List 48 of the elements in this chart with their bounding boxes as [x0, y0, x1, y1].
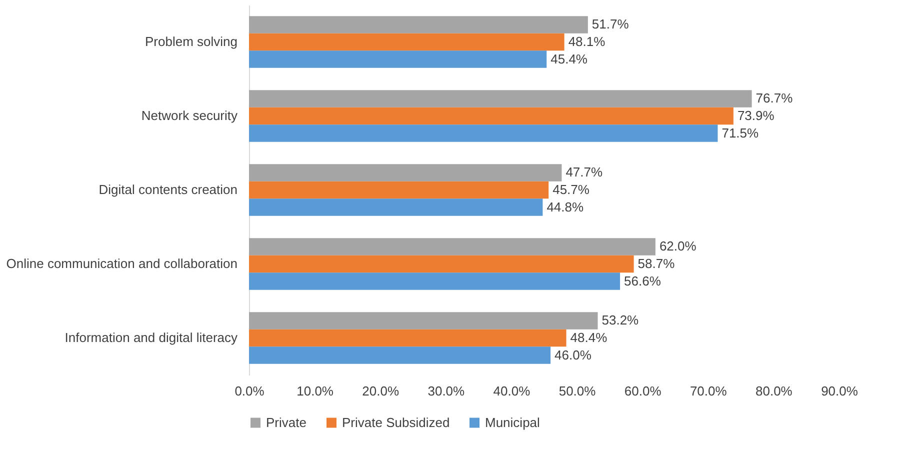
bar — [249, 238, 656, 256]
data-label: 62.0% — [659, 238, 697, 254]
x-tick-label: 10.0% — [296, 384, 334, 398]
x-tick-label: 70.0% — [690, 384, 728, 398]
bar — [249, 312, 598, 330]
data-label: 76.7% — [756, 90, 794, 106]
bar — [249, 50, 547, 68]
y-tick-label: Network security — [141, 108, 238, 123]
data-label: 71.5% — [722, 125, 760, 140]
x-tick-label: 50.0% — [558, 384, 596, 398]
bar — [249, 124, 718, 142]
bar — [249, 329, 566, 347]
data-label: 45.4% — [550, 51, 588, 66]
x-tick-label: 30.0% — [428, 384, 466, 398]
x-tick-label: 20.0% — [362, 384, 400, 398]
y-tick-label: Online communication and collaboration — [6, 256, 238, 271]
data-label: 48.4% — [570, 330, 608, 345]
x-tick-label: 40.0% — [493, 384, 531, 398]
data-label: 53.2% — [602, 312, 640, 328]
bar — [249, 107, 734, 125]
bar — [249, 33, 564, 51]
data-label: 51.7% — [592, 16, 630, 32]
x-tick-label: 0.0% — [234, 384, 265, 398]
bar — [249, 272, 620, 290]
data-label: 48.1% — [568, 34, 606, 49]
data-label: 47.7% — [566, 164, 603, 180]
legend-label: Private Subsidized — [342, 414, 450, 430]
bar — [249, 181, 549, 199]
bar — [249, 255, 634, 273]
y-tick-label: Problem solving — [145, 34, 238, 49]
x-tick-label: 90.0% — [821, 384, 858, 398]
data-label: 56.6% — [624, 273, 662, 288]
data-label: 46.0% — [554, 347, 592, 362]
data-label: 73.9% — [737, 108, 775, 123]
bar — [249, 346, 551, 364]
bar — [249, 198, 543, 216]
y-tick-label: Digital contents creation — [98, 182, 238, 197]
legend-label: Private — [266, 414, 306, 430]
data-label: 58.7% — [638, 256, 676, 271]
y-tick-label: Information and digital literacy — [64, 330, 238, 345]
x-tick-label: 60.0% — [624, 384, 662, 398]
bar — [249, 90, 752, 108]
bar — [249, 164, 562, 182]
data-label: 44.8% — [546, 199, 584, 214]
data-label: 45.7% — [552, 182, 590, 197]
x-tick-label: 80.0% — [756, 384, 793, 398]
bar — [249, 16, 588, 34]
legend-label: Municipal — [485, 414, 540, 430]
